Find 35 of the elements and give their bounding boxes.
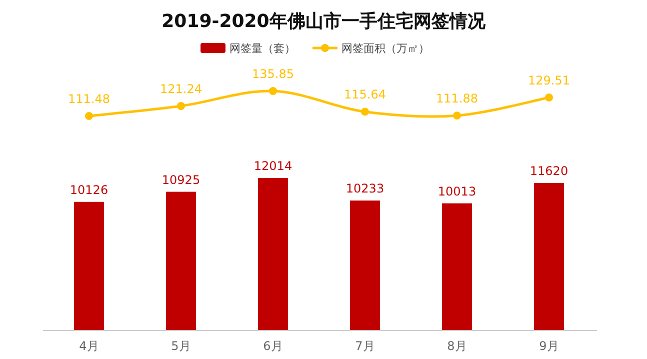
bar [442, 203, 472, 330]
legend-label: 网签面积（万㎡） [342, 42, 430, 55]
x-tick-label: 8月 [447, 339, 467, 353]
data-label: 10126 [70, 182, 108, 197]
bar [534, 182, 564, 330]
legend-item: 网签面积（万㎡） [312, 42, 430, 55]
point [269, 87, 277, 95]
data-label: 111.88 [436, 92, 478, 106]
data-label: 129.51 [528, 74, 570, 88]
data-label: 12014 [254, 159, 292, 173]
data-label: 10925 [162, 172, 200, 187]
data-label: 10233 [346, 182, 384, 196]
point [453, 112, 461, 120]
data-label: 121.24 [160, 82, 202, 96]
data-label: 11620 [530, 164, 568, 178]
data-label: 111.48 [68, 92, 110, 106]
bar [350, 200, 380, 330]
point [85, 112, 93, 120]
x-tick-label: 5月 [171, 339, 191, 353]
point [361, 108, 369, 116]
x-tick-label: 4月 [79, 339, 99, 353]
point [545, 94, 553, 102]
bar [74, 202, 104, 330]
x-tick-label: 6月 [263, 339, 283, 353]
point [177, 102, 185, 110]
legend-item: 网签量（套） [200, 42, 296, 55]
bar [258, 178, 288, 330]
x-tick-label: 9月 [539, 339, 559, 353]
legend-label: 网签量（套） [230, 42, 296, 55]
bar [166, 192, 196, 330]
data-label: 10013 [438, 184, 476, 198]
x-tick-label: 7月 [355, 339, 375, 353]
data-label: 135.85 [252, 67, 294, 81]
data-label: 115.64 [344, 88, 386, 102]
chart-title: 2019-2020年佛山市一手住宅网签情况 [162, 11, 486, 32]
